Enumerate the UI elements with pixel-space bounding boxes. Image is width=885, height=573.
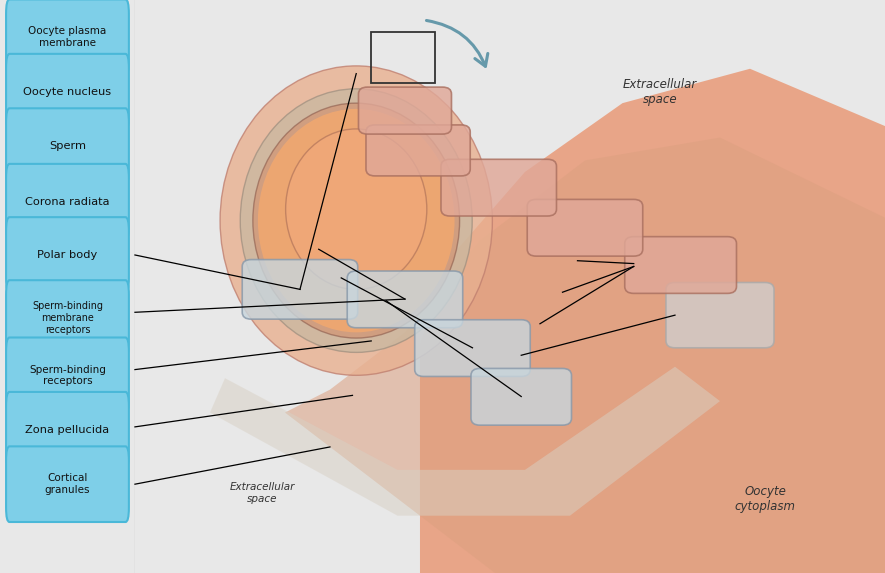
Text: Extracellular
space: Extracellular space (623, 78, 697, 105)
Text: Zona pellucida: Zona pellucida (26, 425, 110, 435)
Text: Polar body: Polar body (37, 250, 97, 260)
FancyBboxPatch shape (625, 237, 736, 293)
Text: Extracellular
space: Extracellular space (230, 482, 296, 504)
FancyBboxPatch shape (6, 217, 129, 293)
Text: Sperm-binding
receptors: Sperm-binding receptors (29, 364, 106, 386)
Text: Cortical
granules: Cortical granules (45, 473, 90, 495)
FancyBboxPatch shape (6, 280, 129, 356)
Text: Corona radiata: Corona radiata (26, 197, 110, 207)
FancyBboxPatch shape (6, 0, 129, 75)
FancyBboxPatch shape (242, 260, 358, 319)
FancyBboxPatch shape (666, 282, 774, 348)
FancyArrowPatch shape (427, 21, 488, 66)
Polygon shape (210, 367, 720, 516)
Polygon shape (285, 138, 885, 573)
FancyBboxPatch shape (441, 159, 557, 216)
FancyBboxPatch shape (6, 108, 129, 184)
FancyBboxPatch shape (366, 125, 470, 176)
FancyBboxPatch shape (6, 54, 129, 129)
Ellipse shape (258, 109, 455, 332)
FancyBboxPatch shape (6, 392, 129, 468)
Bar (371, 32, 435, 83)
Polygon shape (420, 69, 885, 573)
Ellipse shape (220, 66, 492, 375)
FancyBboxPatch shape (6, 446, 129, 522)
Text: Sperm-binding
membrane
receptors: Sperm-binding membrane receptors (32, 301, 103, 335)
Text: Oocyte
cytoplasm: Oocyte cytoplasm (735, 485, 796, 512)
Text: Oocyte plasma
membrane: Oocyte plasma membrane (28, 26, 106, 48)
FancyBboxPatch shape (527, 199, 643, 256)
FancyBboxPatch shape (358, 87, 451, 134)
Ellipse shape (240, 89, 473, 352)
FancyBboxPatch shape (347, 271, 463, 328)
Text: Sperm: Sperm (49, 141, 86, 151)
FancyBboxPatch shape (6, 164, 129, 240)
Ellipse shape (253, 103, 459, 338)
FancyBboxPatch shape (6, 337, 129, 413)
FancyBboxPatch shape (415, 320, 530, 376)
FancyBboxPatch shape (471, 368, 572, 425)
Text: Oocyte nucleus: Oocyte nucleus (23, 87, 112, 97)
Ellipse shape (286, 129, 427, 289)
